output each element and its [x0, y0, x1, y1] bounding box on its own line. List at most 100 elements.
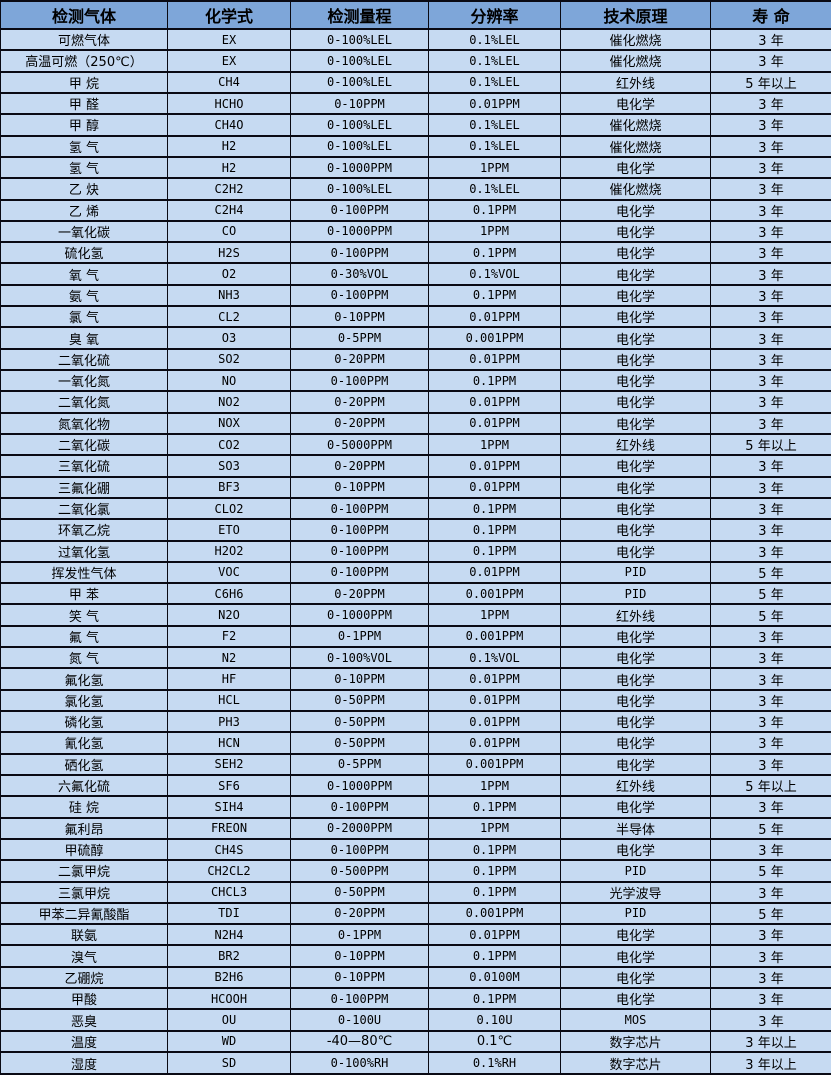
resolution-cell: 0.01PPM — [428, 390, 561, 414]
principle-cell: 电化学 — [560, 241, 711, 265]
formula-cell: BF3 — [167, 475, 291, 499]
table-row: 甲苯二异氰酸酯 TDI 0-20PPM 0.001PPM PID 5 年 — [0, 901, 831, 926]
resolution-cell: 0.1PPM — [428, 795, 561, 819]
range-cell: 0-100PPM — [290, 987, 429, 1011]
principle-cell: 电化学 — [560, 539, 711, 563]
table-row: 氰化氢 HCN 0-50PPM 0.01PPM 电化学 3 年 — [0, 731, 831, 755]
principle-cell: PID — [560, 859, 711, 883]
principle-cell: 催化燃烧 — [560, 27, 711, 52]
gas-name-cell: 过氧化氢 — [0, 539, 168, 563]
range-cell: 0-1PPM — [290, 923, 429, 947]
table-row: 三氟化硼 BF3 0-10PPM 0.01PPM 电化学 3 年 — [0, 475, 831, 499]
col-header-technology: 技术原理 — [560, 0, 711, 30]
table-row: 氮 气 N2 0-100%VOL 0.1%VOL 电化学 3 年 — [0, 646, 831, 670]
lifespan-cell: 3 年 — [710, 347, 831, 372]
principle-cell: 数字芯片 — [560, 1051, 711, 1075]
gas-name-cell: 乙 烯 — [0, 198, 168, 222]
gas-name-cell: 二氧化碳 — [0, 432, 168, 457]
range-cell: 0-20PPM — [290, 411, 429, 435]
lifespan-cell: 3 年 — [710, 709, 831, 734]
gas-name-cell: 环氧乙烷 — [0, 518, 168, 542]
principle-cell: 光学波导 — [560, 880, 711, 904]
lifespan-cell: 3 年 — [710, 624, 831, 649]
gas-name-cell: 乙硼烷 — [0, 965, 168, 990]
principle-cell: PID — [560, 582, 711, 606]
table-row: 乙 烯 C2H4 0-100PPM 0.1PPM 电化学 3 年 — [0, 198, 831, 222]
gas-name-cell: 可燃气体 — [0, 27, 168, 52]
resolution-cell: 1PPM — [428, 773, 561, 798]
gas-name-cell: 挥发性气体 — [0, 560, 168, 585]
formula-cell: CH4S — [167, 837, 291, 862]
gas-name-cell: 一氧化氮 — [0, 368, 168, 393]
table-row: 臭 氧 O3 0-5PPM 0.001PPM 电化学 3 年 — [0, 326, 831, 350]
resolution-cell: 1PPM — [428, 432, 561, 457]
resolution-cell: 0.01PPM — [428, 560, 561, 585]
lifespan-cell: 3 年 — [710, 219, 831, 244]
resolution-cell: 1PPM — [428, 603, 561, 627]
lifespan-cell: 3 年 — [710, 688, 831, 713]
table-row: 氟化氢 HF 0-10PPM 0.01PPM 电化学 3 年 — [0, 667, 831, 691]
resolution-cell: 0.01PPM — [428, 709, 561, 734]
resolution-cell: 0.1PPM — [428, 368, 561, 393]
lifespan-cell: 3 年 — [710, 134, 831, 158]
principle-cell: 电化学 — [560, 795, 711, 819]
range-cell: 0-30%VOL — [290, 262, 429, 286]
range-cell: 0-100%LEL — [290, 113, 429, 137]
resolution-cell: 0.01PPM — [428, 411, 561, 435]
gas-name-cell: 湿度 — [0, 1051, 168, 1075]
table-row: 一氧化氮 NO 0-100PPM 0.1PPM 电化学 3 年 — [0, 368, 831, 393]
range-cell: 0-100%LEL — [290, 27, 429, 52]
gas-name-cell: 甲酸 — [0, 987, 168, 1011]
gas-name-cell: 溴气 — [0, 944, 168, 968]
range-cell: 0-100U — [290, 1008, 429, 1032]
table-row: 氯化氢 HCL 0-50PPM 0.01PPM 电化学 3 年 — [0, 688, 831, 713]
lifespan-cell: 3 年 — [710, 91, 831, 116]
lifespan-cell: 3 年 — [710, 390, 831, 414]
resolution-cell: 0.01PPM — [428, 923, 561, 947]
col-header-chemical-formula: 化学式 — [167, 0, 291, 30]
resolution-cell: 0.01PPM — [428, 731, 561, 755]
formula-cell: O3 — [167, 326, 291, 350]
principle-cell: 电化学 — [560, 667, 711, 691]
table-row: 六氟化硫 SF6 0-1000PPM 1PPM 红外线 5 年以上 — [0, 773, 831, 798]
lifespan-cell: 5 年 — [710, 603, 831, 627]
formula-cell: CH4O — [167, 113, 291, 137]
lifespan-cell: 3 年 — [710, 667, 831, 691]
gas-name-cell: 氧 气 — [0, 262, 168, 286]
formula-cell: H2 — [167, 134, 291, 158]
lifespan-cell: 3 年 — [710, 539, 831, 563]
resolution-cell: 0.001PPM — [428, 582, 561, 606]
formula-cell: NO2 — [167, 390, 291, 414]
table-row: 甲硫醇 CH4S 0-100PPM 0.1PPM 电化学 3 年 — [0, 837, 831, 862]
gas-name-cell: 硅 烷 — [0, 795, 168, 819]
resolution-cell: 0.0100M — [428, 965, 561, 990]
table-row: 乙硼烷 B2H6 0-10PPM 0.0100M 电化学 3 年 — [0, 965, 831, 990]
lifespan-cell: 3 年 — [710, 113, 831, 137]
principle-cell: 电化学 — [560, 987, 711, 1011]
range-cell: -40—80℃ — [290, 1029, 429, 1054]
gas-name-cell: 高温可燃（250℃） — [0, 49, 168, 73]
formula-cell: FREON — [167, 816, 291, 840]
resolution-cell: 0.1PPM — [428, 241, 561, 265]
resolution-cell: 0.1%LEL — [428, 49, 561, 73]
range-cell: 0-10PPM — [290, 305, 429, 329]
formula-cell: EX — [167, 49, 291, 73]
table-row: 硅 烷 SIH4 0-100PPM 0.1PPM 电化学 3 年 — [0, 795, 831, 819]
range-cell: 0-10PPM — [290, 965, 429, 990]
table-row: 联氨 N2H4 0-1PPM 0.01PPM 电化学 3 年 — [0, 923, 831, 947]
range-cell: 0-5PPM — [290, 326, 429, 350]
lifespan-cell: 3 年 — [710, 731, 831, 755]
resolution-cell: 0.10U — [428, 1008, 561, 1032]
header-row: 检测气体 化学式 检测量程 分辨率 技术原理 寿 命 — [0, 0, 831, 30]
range-cell: 0-20PPM — [290, 901, 429, 926]
gas-name-cell: 氰化氢 — [0, 731, 168, 755]
formula-cell: SIH4 — [167, 795, 291, 819]
resolution-cell: 0.001PPM — [428, 326, 561, 350]
table-row: 磷化氢 PH3 0-50PPM 0.01PPM 电化学 3 年 — [0, 709, 831, 734]
gas-name-cell: 氯化氢 — [0, 688, 168, 713]
lifespan-cell: 3 年 — [710, 198, 831, 222]
range-cell: 0-5000PPM — [290, 432, 429, 457]
table-body: 可燃气体 EX 0-100%LEL 0.1%LEL 催化燃烧 3 年高温可燃（250℃） E… — [0, 27, 831, 1075]
range-cell: 0-50PPM — [290, 688, 429, 713]
gas-name-cell: 二氧化氯 — [0, 496, 168, 521]
